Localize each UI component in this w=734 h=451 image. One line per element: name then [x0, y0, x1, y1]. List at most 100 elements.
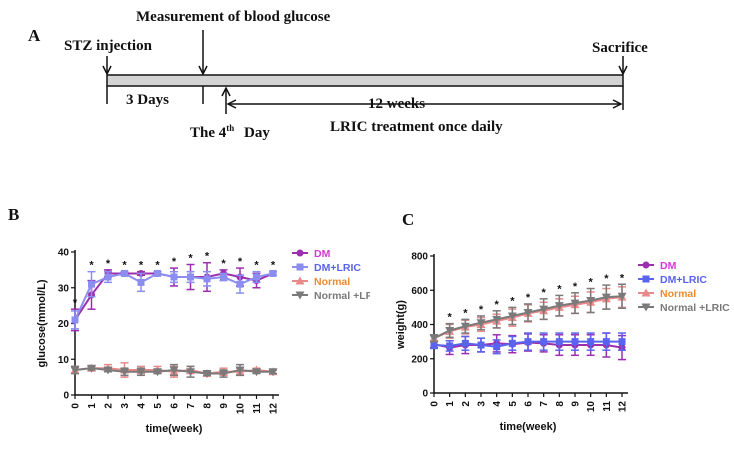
significance-star: * — [205, 251, 210, 263]
data-point — [137, 278, 145, 286]
data-point — [539, 305, 549, 314]
significance-star: * — [172, 256, 177, 268]
data-point — [253, 273, 260, 281]
legend-label: Normal — [314, 276, 350, 288]
weeks-span-head-left — [226, 99, 237, 109]
data-point — [555, 338, 563, 346]
data-point — [570, 299, 580, 308]
data-point — [523, 309, 533, 318]
x-tick-label: 3 — [120, 403, 131, 409]
significance-star: * — [155, 260, 160, 272]
measurement-label: Measurement of blood glucose — [136, 9, 331, 25]
x-tick-label: 11 — [602, 401, 613, 412]
significance-star: * — [221, 258, 226, 270]
legend-label: DM — [314, 248, 331, 260]
data-point — [540, 338, 548, 346]
y-tick-label: 10 — [58, 355, 70, 366]
x-tick-label: 12 — [269, 403, 280, 415]
data-point — [429, 334, 439, 343]
y-tick-label: 30 — [58, 283, 70, 294]
x-tick-label: 10 — [236, 403, 247, 415]
data-point — [554, 302, 564, 311]
y-tick-label: 20 — [58, 319, 70, 330]
x-tick-label: 8 — [203, 403, 214, 409]
data-point — [121, 269, 128, 277]
data-point — [219, 370, 228, 379]
three-days-label: 3 Days — [126, 92, 169, 108]
x-tick-label: 12 — [618, 401, 629, 413]
fourth-day-label: The 4th Day — [190, 123, 270, 142]
data-point — [445, 326, 455, 335]
data-point — [202, 370, 212, 379]
legend-marker — [641, 303, 651, 312]
data-point — [70, 366, 80, 375]
x-axis-label: time(week) — [146, 423, 203, 435]
data-point — [187, 273, 194, 281]
significance-star: * — [73, 297, 78, 309]
data-point — [104, 273, 112, 281]
x-tick-label: 11 — [252, 403, 263, 414]
legend-label: Normal +LRIC — [314, 290, 370, 302]
fourth-day-arrow-head — [221, 86, 231, 97]
legend-marker — [295, 291, 305, 300]
data-point — [587, 338, 595, 346]
y-tick-label: 600 — [411, 286, 428, 297]
significance-star: * — [510, 295, 515, 307]
x-tick-label: 9 — [571, 401, 582, 407]
data-point — [586, 297, 596, 306]
legend-marker — [642, 275, 650, 283]
x-tick-label: 3 — [477, 401, 488, 407]
sacrifice-label: Sacrifice — [592, 40, 648, 56]
data-point — [252, 368, 261, 377]
data-point — [186, 368, 195, 377]
panel-c-letter: C — [402, 210, 415, 229]
significance-star: * — [604, 273, 609, 285]
data-point — [170, 273, 178, 281]
y-axis-label: glucose(mmol/L) — [36, 279, 48, 367]
significance-star: * — [495, 299, 500, 311]
significance-star: * — [479, 304, 484, 316]
data-point — [120, 368, 129, 377]
data-point — [87, 364, 96, 373]
legend-marker — [295, 276, 305, 285]
legend-marker — [296, 263, 304, 271]
x-tick-label: 9 — [219, 403, 230, 409]
data-point — [154, 269, 161, 277]
data-point — [476, 319, 486, 328]
legend-label: DM+LRIC — [314, 262, 361, 274]
data-point — [507, 312, 517, 321]
x-tick-label: 1 — [445, 401, 456, 407]
data-point — [268, 368, 278, 377]
x-tick-label: 4 — [492, 401, 503, 407]
y-tick-label: 400 — [411, 320, 428, 331]
measurement-arrow-head — [198, 65, 208, 76]
significance-star: * — [122, 260, 127, 272]
fourth-day-prefix: The 4 — [190, 125, 227, 141]
legend-marker — [642, 261, 650, 269]
data-point — [446, 342, 454, 350]
y-tick-label: 200 — [411, 354, 428, 365]
y-axis-label: weight(g) — [395, 300, 407, 350]
x-tick-label: 0 — [71, 403, 82, 409]
x-tick-label: 6 — [170, 403, 181, 409]
data-point — [136, 368, 146, 377]
significance-star: * — [463, 307, 468, 319]
legend-marker — [296, 249, 304, 257]
panel-a-letter: A — [28, 26, 41, 45]
x-tick-label: 7 — [539, 401, 550, 407]
panel-b-letter: B — [8, 205, 20, 224]
weeks-span-head-right — [612, 99, 623, 109]
x-tick-label: 0 — [430, 401, 441, 407]
significance-star: * — [573, 281, 578, 293]
data-point — [460, 322, 470, 331]
x-tick-label: 7 — [186, 403, 197, 409]
significance-star: * — [271, 260, 276, 272]
x-tick-label: 2 — [104, 403, 115, 409]
data-point — [601, 293, 611, 302]
x-tick-label: 6 — [524, 401, 535, 407]
data-point — [461, 339, 469, 347]
legend-label: Normal — [660, 288, 696, 300]
fourth-day-suffix: Day — [244, 125, 270, 141]
data-point — [88, 280, 95, 288]
